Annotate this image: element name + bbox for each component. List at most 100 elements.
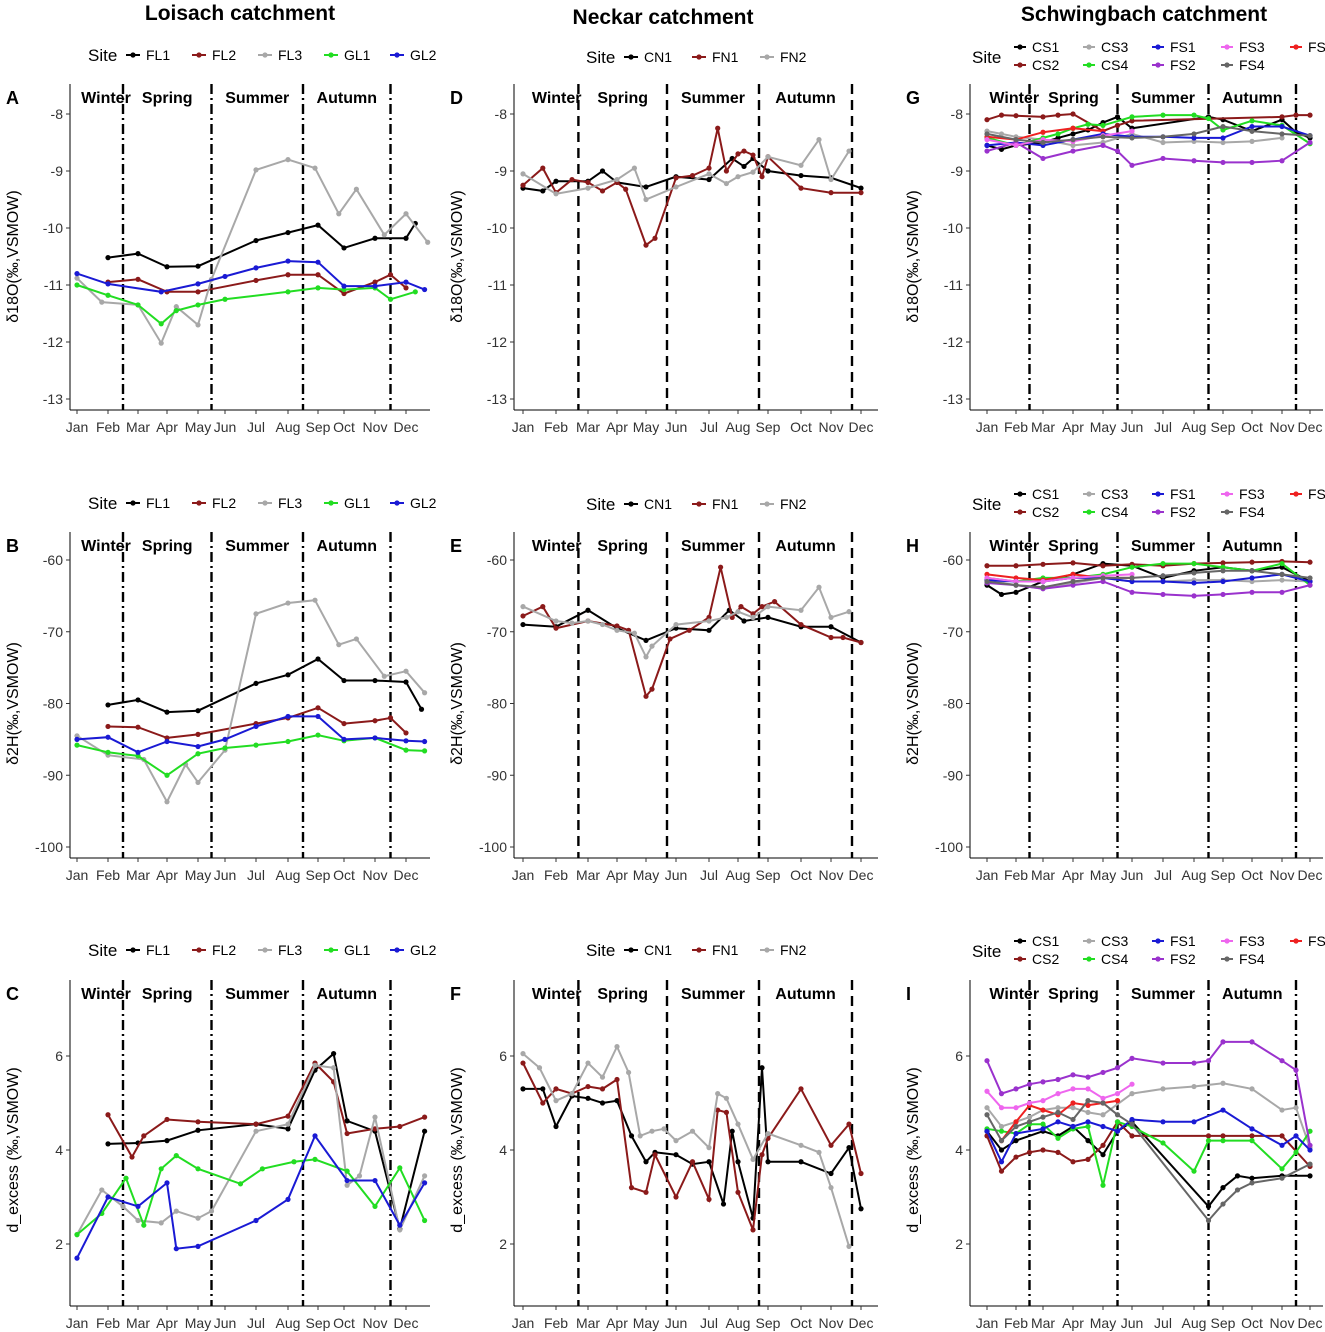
data-point: [1160, 591, 1166, 598]
data-point: [1279, 1107, 1285, 1113]
data-point: [422, 690, 428, 696]
legend-title: Site: [972, 48, 1001, 67]
data-point: [1249, 559, 1255, 565]
data-point: [828, 1185, 834, 1191]
legend-swatch-dot: [628, 501, 634, 507]
data-point: [643, 693, 649, 699]
x-tick-label: Sep: [1211, 419, 1236, 435]
data-point: [1100, 1069, 1106, 1076]
x-tick-label: Feb: [544, 1315, 568, 1331]
series-fl3: [74, 1062, 428, 1238]
season-label: Spring: [597, 90, 648, 107]
data-point: [828, 614, 834, 621]
y-tick-label: -80: [943, 696, 963, 712]
data-point: [729, 1128, 735, 1134]
data-point: [1085, 1123, 1091, 1130]
data-point: [195, 743, 201, 750]
data-point: [285, 1113, 291, 1119]
data-point: [259, 1166, 265, 1172]
data-point: [1220, 1201, 1226, 1207]
legend-label: FS2: [1170, 57, 1196, 73]
data-point: [1013, 113, 1019, 119]
data-point: [403, 279, 409, 285]
data-point: [123, 1175, 129, 1181]
x-tick-label: Aug: [726, 1315, 751, 1331]
data-point: [372, 279, 378, 285]
y-tick-label: -11: [944, 277, 963, 293]
data-point: [1100, 142, 1106, 148]
legend-label: FL1: [146, 495, 170, 511]
data-point: [735, 174, 741, 180]
series-line: [986, 1082, 1311, 1149]
data-point: [372, 677, 378, 684]
data-point: [1055, 1091, 1061, 1097]
data-point: [520, 613, 526, 619]
data-point: [1307, 578, 1313, 585]
y-tick-label: -90: [487, 767, 507, 783]
data-point: [1293, 112, 1299, 118]
data-point: [706, 1145, 712, 1151]
x-tick-label: Sep: [756, 1315, 781, 1331]
legend-label: CS4: [1101, 951, 1128, 967]
panel-letter: C: [6, 984, 19, 1004]
data-point: [765, 168, 771, 174]
legend-label: CN1: [644, 942, 672, 958]
data-point: [397, 1222, 403, 1228]
y-tick-label: 4: [499, 1142, 507, 1158]
x-tick-label: Jun: [665, 1315, 688, 1331]
legend-swatch-dot: [628, 947, 634, 953]
season-label: Spring: [142, 986, 193, 1003]
data-point: [643, 654, 649, 660]
data-point: [643, 196, 649, 203]
panel-letter: A: [6, 88, 19, 108]
data-point: [614, 176, 620, 183]
data-point: [1307, 1128, 1313, 1134]
legend-swatch-dot: [196, 947, 202, 953]
data-point: [750, 1156, 756, 1162]
season-label: Winter: [532, 90, 582, 107]
x-tick-label: Nov: [1270, 419, 1295, 435]
series-line: [986, 125, 1311, 144]
data-point: [1307, 1161, 1313, 1167]
data-point: [315, 656, 321, 662]
series-fs2: [984, 1039, 1313, 1148]
y-tick-label: 6: [55, 1048, 63, 1064]
data-point: [1013, 1086, 1019, 1092]
data-point: [1026, 1114, 1033, 1120]
data-point: [1085, 1086, 1091, 1092]
panel-c: C 6 4 2 Jan Feb Mar Apr May Jun Jul Aug Sep Oct Nov Dec…: [5, 941, 437, 1331]
data-point: [1307, 139, 1313, 146]
data-point: [1129, 1121, 1135, 1127]
data-point: [706, 614, 712, 621]
data-point: [403, 235, 409, 241]
data-point: [1055, 131, 1061, 137]
legend-swatch-dot: [1017, 956, 1023, 962]
data-point: [828, 176, 834, 183]
legend-title: Site: [88, 46, 117, 65]
data-point: [846, 1121, 852, 1127]
x-tick-label: Jul: [247, 1315, 265, 1331]
legend-label: CS4: [1101, 57, 1128, 73]
legend-swatch-dot: [1017, 491, 1023, 497]
legend-label: FN1: [712, 942, 739, 958]
data-point: [403, 668, 409, 674]
data-point: [1249, 1039, 1255, 1045]
data-point: [553, 618, 559, 624]
x-tick-label: Apr: [156, 1315, 178, 1331]
data-point: [673, 1152, 679, 1158]
data-point: [1279, 123, 1285, 130]
data-point: [741, 618, 747, 624]
x-tick-label: Sep: [756, 419, 781, 435]
data-point: [1191, 580, 1197, 586]
legend-swatch-dot: [1017, 44, 1023, 50]
data-point: [164, 1116, 170, 1123]
data-point: [998, 131, 1005, 137]
data-point: [1070, 148, 1076, 154]
x-tick-label: Dec: [1298, 1315, 1323, 1331]
legend-label: FL2: [212, 495, 236, 511]
data-point: [1013, 589, 1019, 595]
legend-label: GL2: [410, 495, 437, 511]
data-point: [344, 1130, 350, 1137]
legend-label: FL1: [146, 47, 170, 63]
